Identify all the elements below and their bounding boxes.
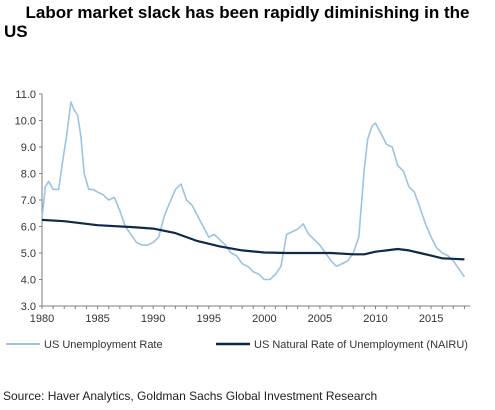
chart-title-line-2: US <box>4 22 28 41</box>
y-tick-label: 11.0 <box>15 89 36 101</box>
chart-legend: US Unemployment Rate US Natural Rate of U… <box>6 339 468 351</box>
x-tick-label: 2005 <box>308 313 332 325</box>
series-line-unemployment-rate <box>41 101 466 281</box>
x-tick-label: 1990 <box>141 313 165 325</box>
chart-series <box>41 101 466 281</box>
x-tick-label: 2000 <box>252 313 276 325</box>
y-tick-label: 3.0 <box>21 301 36 313</box>
chart-title: Labor market slack has been rapidly dimi… <box>0 0 495 44</box>
y-tick-label: 10.0 <box>15 116 36 128</box>
y-tick-label: 6.0 <box>21 222 36 234</box>
series-line-nairu <box>41 218 465 261</box>
x-tick-label: 1995 <box>197 313 221 325</box>
legend-label: US Natural Rate of Unemployment (NAIRU) <box>254 339 468 351</box>
x-tick-label: 2010 <box>363 313 387 325</box>
x-tick-label: 1980 <box>30 313 54 325</box>
y-tick-label: 8.0 <box>21 169 36 181</box>
y-tick-label: 4.0 <box>21 275 36 287</box>
chart-title-line-1: Labor market slack has been rapidly dimi… <box>25 3 470 22</box>
y-tick-label: 9.0 <box>21 142 36 154</box>
source-note: Source: Haver Analytics, Goldman Sachs G… <box>3 389 378 403</box>
legend-label: US Unemployment Rate <box>44 339 163 351</box>
y-tick-label: 7.0 <box>21 195 36 207</box>
y-tick-label: 5.0 <box>21 248 36 260</box>
x-tick-label: 1985 <box>85 313 109 325</box>
x-tick-label: 2015 <box>419 313 443 325</box>
